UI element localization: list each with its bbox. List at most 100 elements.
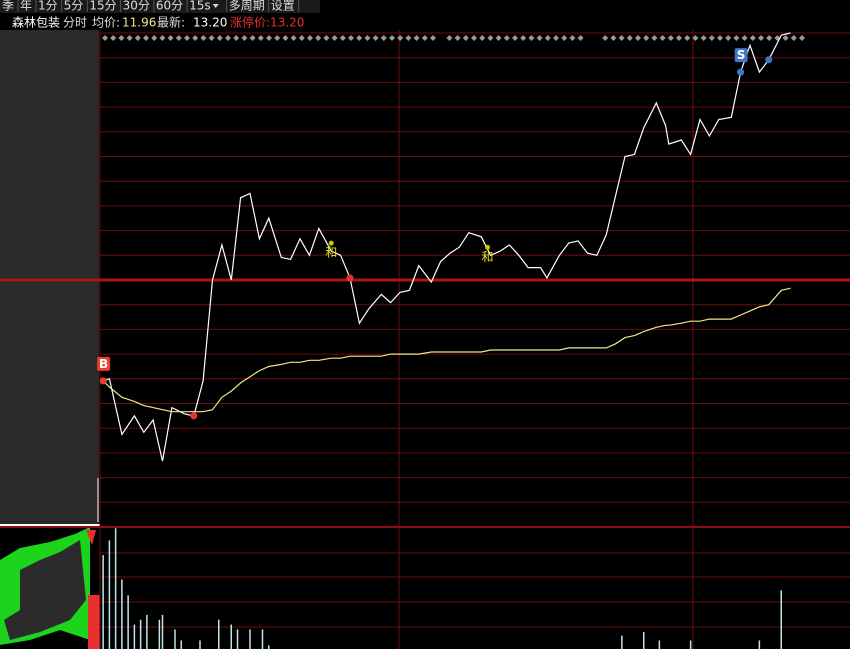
diamond bbox=[766, 35, 773, 41]
diamond bbox=[725, 35, 732, 41]
toolbar-button[interactable]: 设置 bbox=[271, 0, 295, 13]
toolbar-button[interactable]: 季 bbox=[2, 0, 14, 13]
diamond bbox=[512, 35, 518, 41]
diamond bbox=[257, 35, 264, 41]
diamond bbox=[315, 35, 322, 41]
diamond bbox=[200, 35, 207, 41]
signal-dot bbox=[99, 377, 107, 385]
diamond bbox=[635, 35, 641, 41]
diamond bbox=[413, 35, 420, 41]
note-dot bbox=[328, 240, 334, 246]
diamond bbox=[421, 35, 428, 41]
diamond bbox=[462, 35, 469, 41]
note-dot bbox=[485, 244, 490, 250]
diamond bbox=[143, 35, 149, 41]
signal-box bbox=[734, 48, 748, 63]
diamond bbox=[339, 35, 346, 41]
diamond bbox=[708, 35, 715, 41]
signal-box bbox=[97, 356, 111, 371]
diamond bbox=[717, 35, 723, 41]
last-value: 13.20 bbox=[193, 16, 227, 30]
diamond bbox=[380, 35, 387, 41]
diamond bbox=[479, 35, 486, 41]
diamond bbox=[282, 35, 289, 41]
diamond bbox=[372, 35, 379, 41]
diamond bbox=[151, 35, 158, 41]
toolbar-button[interactable]: 5分 bbox=[64, 0, 84, 13]
note-label: 和 bbox=[325, 246, 337, 260]
signal-label: S bbox=[737, 48, 746, 62]
diamond bbox=[561, 35, 568, 41]
diamond bbox=[307, 35, 313, 41]
diamond bbox=[110, 35, 117, 41]
note-label: 和 bbox=[481, 250, 493, 264]
diamond bbox=[364, 35, 371, 41]
diamond bbox=[643, 35, 650, 41]
diamond bbox=[684, 35, 691, 41]
dropdown-arrow bbox=[212, 4, 219, 8]
toolbar-button[interactable]: 1分 bbox=[38, 0, 58, 13]
diamond bbox=[175, 35, 182, 41]
diamond bbox=[208, 35, 215, 41]
diamond bbox=[323, 35, 330, 41]
diamond bbox=[749, 35, 756, 41]
diamond bbox=[626, 35, 633, 41]
diamond bbox=[167, 35, 174, 41]
diamond bbox=[405, 35, 412, 41]
diamond bbox=[544, 35, 551, 41]
signal-dot bbox=[737, 68, 745, 76]
diamond bbox=[266, 35, 272, 41]
diamond bbox=[274, 35, 281, 41]
diamond bbox=[790, 35, 797, 41]
last-label: 最新: bbox=[157, 15, 185, 30]
diamond bbox=[126, 35, 133, 41]
toolbar-button[interactable]: 15s bbox=[189, 0, 211, 13]
avg-line bbox=[102, 287, 791, 413]
diamond bbox=[241, 35, 248, 41]
diamond bbox=[356, 35, 363, 41]
diamond bbox=[782, 35, 789, 41]
diamond bbox=[216, 35, 223, 41]
diamond bbox=[102, 35, 108, 41]
diamond bbox=[741, 35, 748, 41]
signal-label: B bbox=[99, 357, 108, 371]
diamond bbox=[692, 35, 699, 41]
mode: 分时 bbox=[63, 16, 87, 30]
toolbar-button[interactable]: 15分 bbox=[89, 0, 116, 13]
diamond bbox=[651, 35, 658, 41]
diamond bbox=[471, 35, 477, 41]
toolbar-button[interactable]: 年 bbox=[20, 0, 32, 13]
marker-dot bbox=[190, 412, 198, 420]
diamond bbox=[249, 35, 256, 41]
marker-dot bbox=[346, 274, 354, 282]
diamond bbox=[446, 35, 453, 41]
toolbar-button[interactable]: 多周期 bbox=[229, 0, 265, 13]
diamond bbox=[454, 35, 461, 41]
diamond bbox=[184, 35, 190, 41]
diamond bbox=[569, 35, 576, 41]
diamond bbox=[610, 35, 617, 41]
toolbar-button[interactable]: 60分 bbox=[156, 0, 183, 13]
diamond bbox=[118, 35, 125, 41]
diamond bbox=[799, 35, 805, 41]
diamond bbox=[389, 35, 395, 41]
toolbar-button[interactable]: 30分 bbox=[123, 0, 150, 13]
diamond bbox=[733, 35, 740, 41]
diamond bbox=[298, 35, 305, 41]
diamond bbox=[667, 35, 674, 41]
avg-value: 11.96 bbox=[122, 16, 156, 30]
limit-price: 涨停价:13.20 bbox=[230, 15, 304, 30]
stock-name: 森林包装 bbox=[12, 15, 60, 30]
diamond bbox=[134, 35, 141, 41]
diamond bbox=[348, 35, 354, 41]
diamond bbox=[233, 35, 240, 41]
price-line bbox=[102, 32, 791, 462]
diamond bbox=[520, 35, 527, 41]
marker-dot bbox=[765, 56, 773, 64]
diamond bbox=[618, 35, 625, 41]
diamond bbox=[700, 35, 707, 41]
diamond bbox=[758, 35, 764, 41]
diamond bbox=[225, 35, 231, 41]
diamond bbox=[290, 35, 297, 41]
diamond bbox=[331, 35, 338, 41]
